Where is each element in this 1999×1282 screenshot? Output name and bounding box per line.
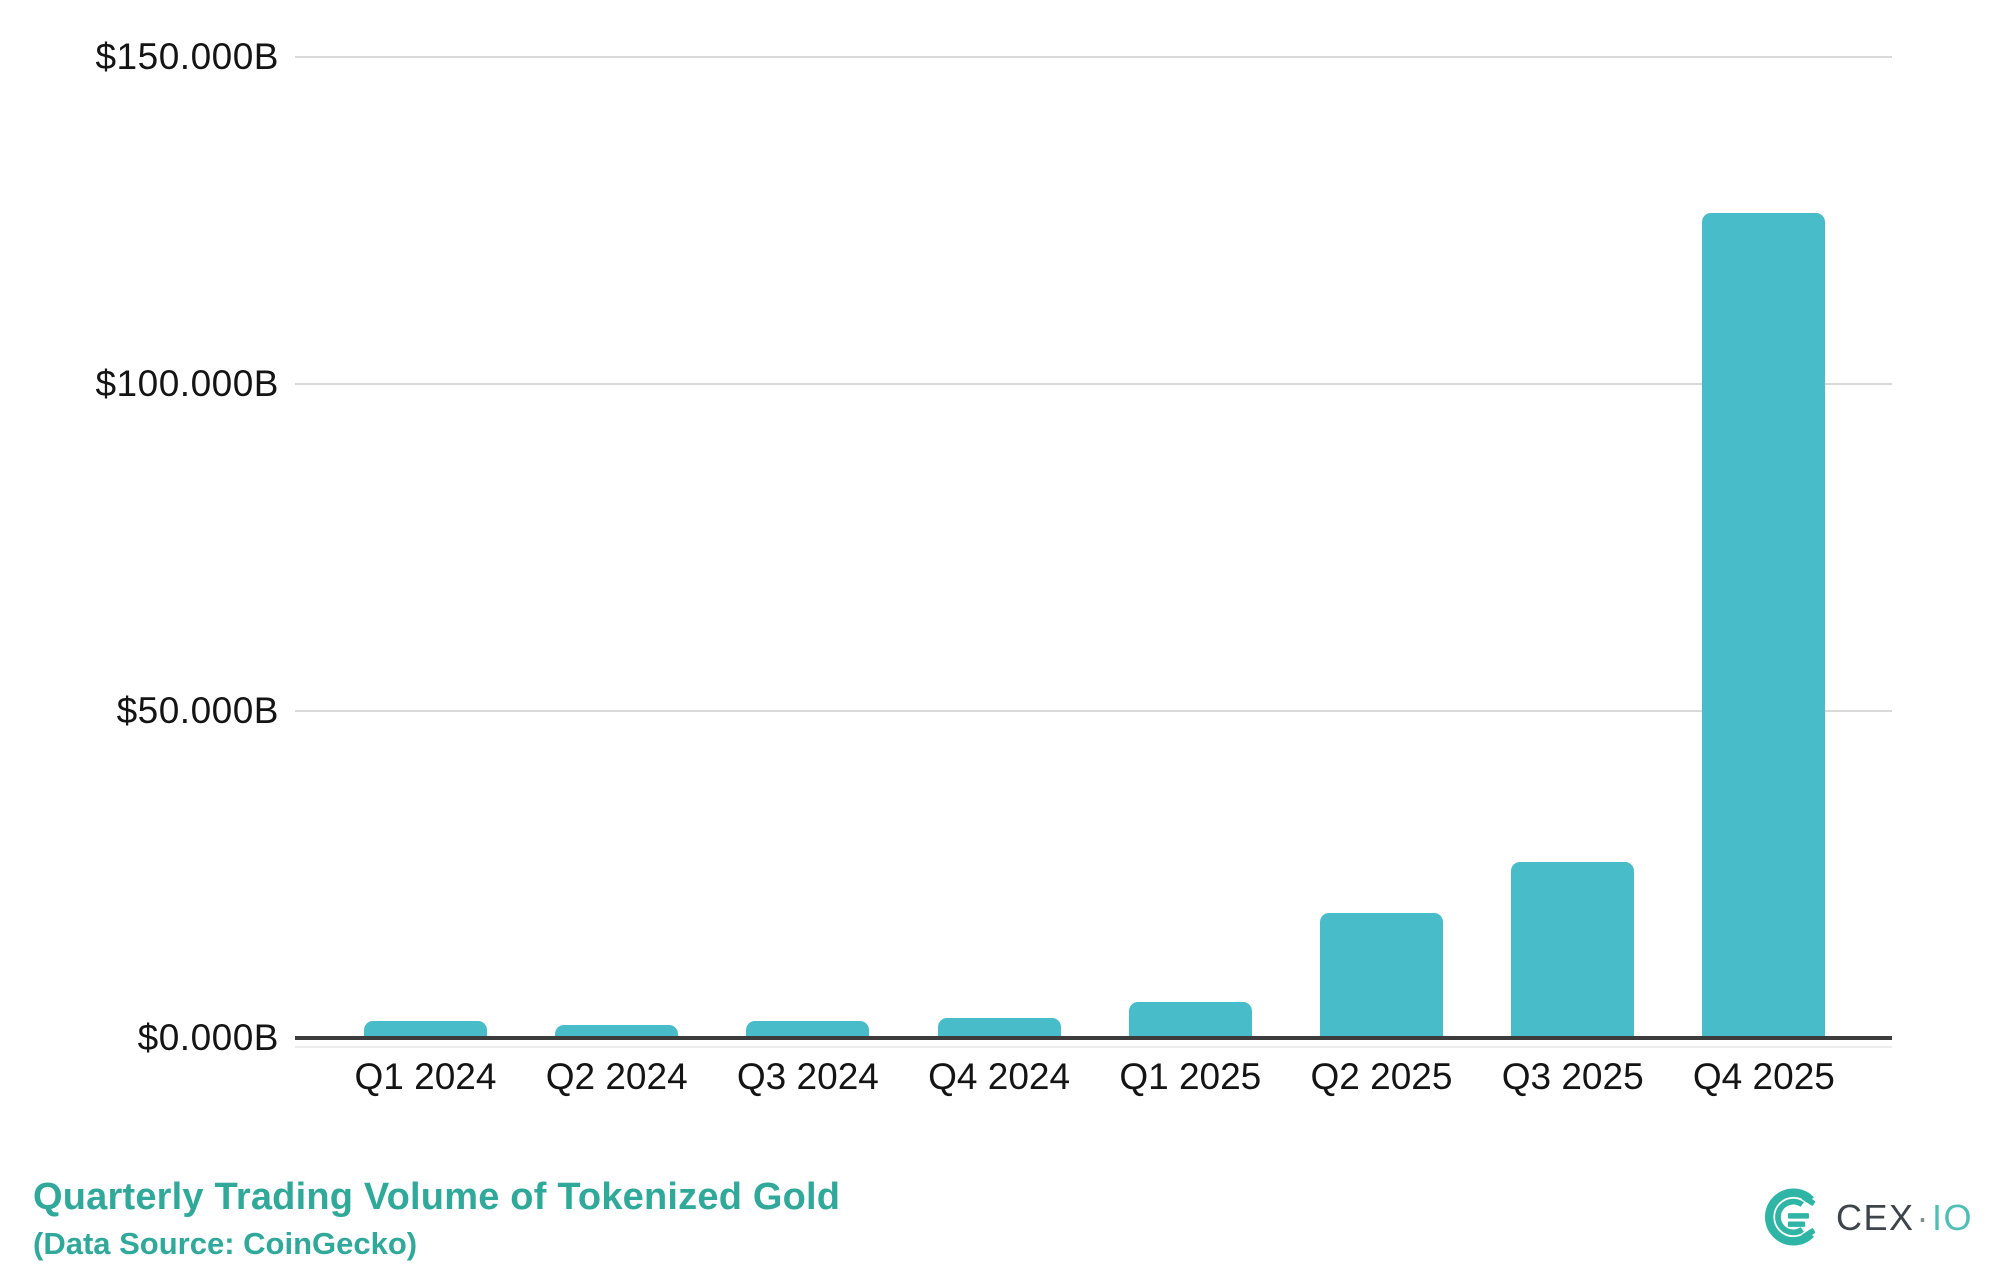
chart-subtitle: (Data Source: CoinGecko) — [33, 1226, 418, 1261]
y-tick-label-0b: $0.000B — [137, 1017, 279, 1058]
bar-q4-2025 — [1702, 213, 1826, 1038]
bar-q3-2025 — [1511, 862, 1635, 1038]
x-tick-label-q3-2025: Q3 2025 — [1501, 1056, 1644, 1097]
logo-text-cex: CEX — [1836, 1197, 1915, 1238]
chart-title: Quarterly Trading Volume of Tokenized Go… — [33, 1176, 841, 1218]
bar-q1-2025 — [1128, 1002, 1252, 1038]
x-tick-label-q2-2024: Q2 2024 — [545, 1056, 688, 1097]
bar-q2-2025 — [1320, 913, 1443, 1038]
x-tick-label-q4-2024: Q4 2024 — [928, 1056, 1071, 1097]
x-axis-line — [295, 1036, 1892, 1040]
y-tick-label-100b: $100.000B — [95, 363, 279, 404]
logo-text-io: IO — [1932, 1197, 1974, 1238]
x-tick-label-q3-2024: Q3 2024 — [736, 1056, 879, 1097]
bar-q4-2024 — [937, 1017, 1061, 1038]
cexio-logo-text: CEX·IO — [1836, 1195, 1973, 1239]
cexio-logo-icon — [1765, 1188, 1816, 1246]
logo-separator-dot: · — [1916, 1197, 1931, 1238]
x-tick-label-q2-2025: Q2 2025 — [1310, 1056, 1453, 1097]
x-tick-label-q4-2025: Q4 2025 — [1692, 1056, 1835, 1097]
x-tick-label-q1-2025: Q1 2025 — [1119, 1056, 1262, 1097]
gridline-100b — [295, 383, 1892, 385]
bar-q3-2024 — [746, 1020, 870, 1038]
gridline-50b — [295, 710, 1892, 712]
bar-q1-2024 — [364, 1020, 487, 1038]
cexio-logo: CEX·IO — [1761, 1183, 1973, 1251]
y-tick-label-50b: $50.000B — [116, 690, 279, 731]
gridline-150b — [295, 56, 1892, 58]
x-axis-shadow-line — [295, 1046, 1892, 1048]
bar-q2-2024 — [555, 1024, 679, 1038]
y-tick-label-150b: $150.000B — [95, 36, 279, 77]
x-tick-label-q1-2024: Q1 2024 — [354, 1056, 497, 1097]
